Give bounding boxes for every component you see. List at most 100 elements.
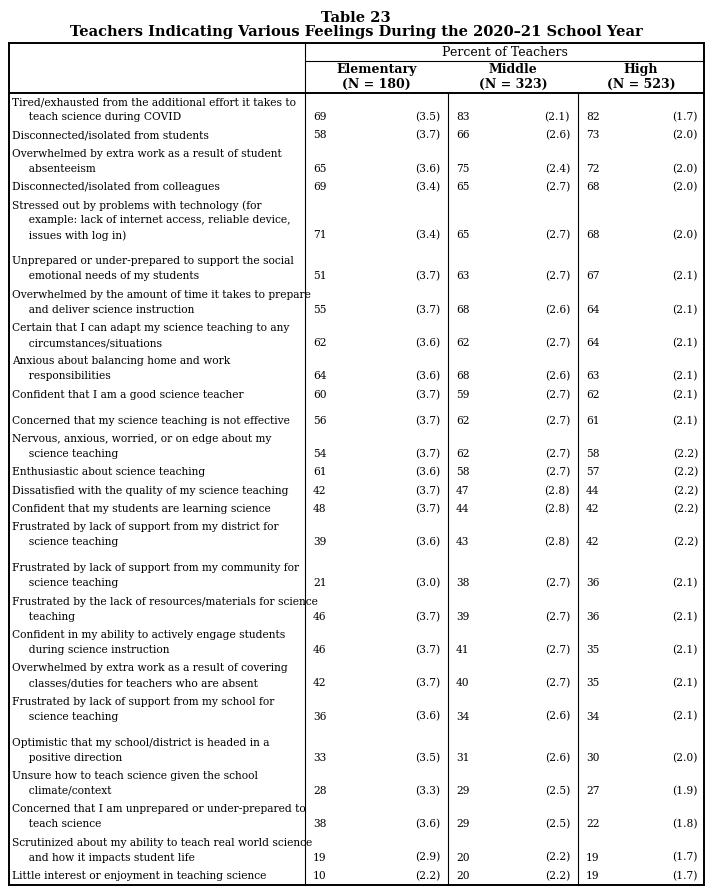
Text: (2.2): (2.2) <box>672 504 698 514</box>
Text: (3.6): (3.6) <box>415 467 440 478</box>
Text: (2.2): (2.2) <box>415 871 440 881</box>
Text: Concerned that I am unprepared or under-prepared to: Concerned that I am unprepared or under-… <box>12 805 306 814</box>
Text: (2.1): (2.1) <box>672 338 698 348</box>
Text: (1.7): (1.7) <box>672 853 698 863</box>
Text: during science instruction: during science instruction <box>22 645 170 655</box>
Text: (1.8): (1.8) <box>672 819 698 830</box>
Text: (3.7): (3.7) <box>415 612 440 622</box>
Text: (2.2): (2.2) <box>672 537 698 547</box>
Text: 42: 42 <box>313 679 327 689</box>
Text: (2.6): (2.6) <box>545 130 570 140</box>
Text: (2.6): (2.6) <box>545 712 570 722</box>
Text: (2.1): (2.1) <box>672 678 698 689</box>
Text: climate/context: climate/context <box>22 786 111 796</box>
Text: 51: 51 <box>313 271 327 281</box>
Text: Middle
(N = 323): Middle (N = 323) <box>478 63 548 91</box>
Text: science teaching: science teaching <box>22 712 118 722</box>
Text: 27: 27 <box>586 786 600 796</box>
Text: 21: 21 <box>313 579 327 588</box>
Text: Frustrated by lack of support from my community for: Frustrated by lack of support from my co… <box>12 563 299 573</box>
Text: (2.0): (2.0) <box>672 182 698 192</box>
Text: Certain that I can adapt my science teaching to any: Certain that I can adapt my science teac… <box>12 323 289 333</box>
Text: 40: 40 <box>456 679 470 689</box>
Text: 62: 62 <box>313 338 327 348</box>
Text: (3.6): (3.6) <box>415 163 440 174</box>
Text: (2.2): (2.2) <box>672 467 698 478</box>
Text: (3.3): (3.3) <box>415 786 440 797</box>
Text: (2.1): (2.1) <box>672 612 698 622</box>
Text: Overwhelmed by extra work as a result of student: Overwhelmed by extra work as a result of… <box>12 149 282 159</box>
Text: (3.7): (3.7) <box>415 271 440 281</box>
Text: 62: 62 <box>456 449 469 459</box>
Text: 69: 69 <box>313 182 327 192</box>
Text: (3.7): (3.7) <box>415 389 440 400</box>
Text: 66: 66 <box>456 130 469 140</box>
Text: 36: 36 <box>313 712 327 722</box>
Text: science teaching: science teaching <box>22 449 118 459</box>
Text: (2.8): (2.8) <box>545 504 570 514</box>
Text: responsibilities: responsibilities <box>22 371 111 381</box>
Text: 38: 38 <box>313 819 327 830</box>
Text: 56: 56 <box>313 416 327 426</box>
Text: (2.7): (2.7) <box>545 230 570 240</box>
Text: (1.7): (1.7) <box>672 112 698 122</box>
Text: 68: 68 <box>586 230 600 240</box>
Text: (3.6): (3.6) <box>415 819 440 830</box>
Text: (2.1): (2.1) <box>672 578 698 588</box>
Text: (2.4): (2.4) <box>545 163 570 174</box>
Text: (2.7): (2.7) <box>545 338 570 348</box>
Text: Frustrated by the lack of resources/materials for science: Frustrated by the lack of resources/mate… <box>12 597 318 606</box>
Text: (3.7): (3.7) <box>415 678 440 689</box>
Text: 36: 36 <box>586 579 600 588</box>
Text: 71: 71 <box>313 230 327 240</box>
Text: 83: 83 <box>456 113 469 122</box>
Text: Tired/exhausted from the additional effort it takes to: Tired/exhausted from the additional effo… <box>12 97 296 107</box>
Text: 82: 82 <box>586 113 600 122</box>
Text: Overwhelmed by the amount of time it takes to prepare: Overwhelmed by the amount of time it tak… <box>12 289 311 300</box>
Text: 68: 68 <box>456 371 470 381</box>
Text: 63: 63 <box>456 271 469 281</box>
Text: Enthusiastic about science teaching: Enthusiastic about science teaching <box>12 467 205 478</box>
Text: 39: 39 <box>313 538 327 547</box>
Text: 43: 43 <box>456 538 469 547</box>
Text: Concerned that my science teaching is not effective: Concerned that my science teaching is no… <box>12 416 290 426</box>
Text: 44: 44 <box>456 504 469 513</box>
Text: (1.7): (1.7) <box>672 871 698 881</box>
Text: (2.7): (2.7) <box>545 578 570 588</box>
Text: 35: 35 <box>586 645 600 655</box>
Text: positive direction: positive direction <box>22 753 122 763</box>
Text: (1.9): (1.9) <box>672 786 698 797</box>
Text: 34: 34 <box>456 712 469 722</box>
Text: 62: 62 <box>456 416 469 426</box>
Text: (3.6): (3.6) <box>415 537 440 547</box>
Text: classes/duties for teachers who are absent: classes/duties for teachers who are abse… <box>22 679 258 689</box>
Text: Nervous, anxious, worried, or on edge about my: Nervous, anxious, worried, or on edge ab… <box>12 434 272 444</box>
Text: 41: 41 <box>456 645 470 655</box>
Text: 36: 36 <box>586 612 600 622</box>
Text: Unsure how to teach science given the school: Unsure how to teach science given the sc… <box>12 771 258 781</box>
Text: (2.7): (2.7) <box>545 678 570 689</box>
Text: (3.7): (3.7) <box>415 449 440 459</box>
Text: 58: 58 <box>313 130 327 140</box>
Text: 68: 68 <box>456 305 470 314</box>
Text: 65: 65 <box>313 163 327 174</box>
Text: 61: 61 <box>313 467 327 478</box>
Text: Disconnected/isolated from colleagues: Disconnected/isolated from colleagues <box>12 182 220 192</box>
Text: (3.7): (3.7) <box>415 504 440 514</box>
Text: High
(N = 523): High (N = 523) <box>607 63 675 91</box>
Text: 62: 62 <box>456 338 469 348</box>
Text: Confident that I am a good science teacher: Confident that I am a good science teach… <box>12 389 244 400</box>
Text: 69: 69 <box>313 113 327 122</box>
Text: 20: 20 <box>456 871 470 880</box>
Text: (3.6): (3.6) <box>415 338 440 348</box>
Text: 54: 54 <box>313 449 327 459</box>
Text: 63: 63 <box>586 371 600 381</box>
Text: 42: 42 <box>313 486 327 496</box>
Text: (2.6): (2.6) <box>545 753 570 763</box>
Text: (2.2): (2.2) <box>672 486 698 496</box>
Text: 64: 64 <box>586 305 600 314</box>
Text: (2.7): (2.7) <box>545 612 570 622</box>
Text: 20: 20 <box>456 853 470 863</box>
Text: 58: 58 <box>586 449 600 459</box>
Text: teach science during COVID: teach science during COVID <box>22 113 181 122</box>
